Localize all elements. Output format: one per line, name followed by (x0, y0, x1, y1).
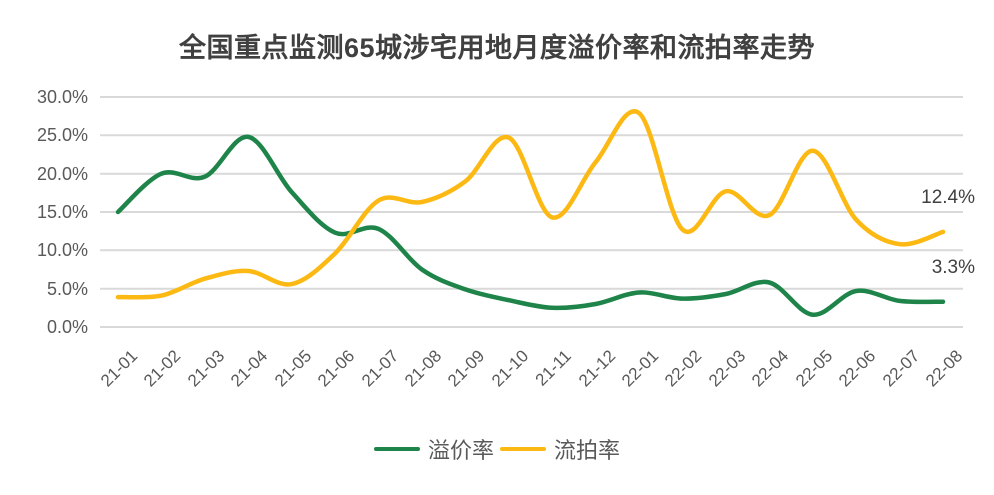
legend-line-swatch (500, 447, 546, 451)
chart-title: 全国重点监测65城涉宅用地月度溢价率和流拍率走势 (178, 33, 816, 63)
legend-line-swatch (373, 447, 420, 451)
y-tick-label: 0.0% (46, 317, 88, 337)
y-tick-label: 25.0% (36, 125, 88, 145)
series-end-label-1: 12.4% (921, 187, 975, 208)
y-tick-label: 15.0% (36, 202, 88, 222)
legend-label: 流拍率 (554, 438, 621, 463)
chart-legend: 溢价率 流拍率 (0, 433, 994, 465)
series-end-label-0: 3.3% (931, 257, 975, 278)
series-line-0 (115, 134, 946, 317)
y-tick-label: 10.0% (36, 240, 88, 260)
series-line-1 (115, 109, 946, 300)
y-tick-label: 5.0% (46, 279, 88, 299)
y-tick-label: 30.0% (36, 87, 88, 107)
legend-item-0: 溢价率 (373, 433, 494, 465)
legend-label: 溢价率 (427, 438, 494, 463)
y-tick-label: 20.0% (36, 164, 88, 184)
legend-item-1: 流拍率 (500, 433, 620, 465)
